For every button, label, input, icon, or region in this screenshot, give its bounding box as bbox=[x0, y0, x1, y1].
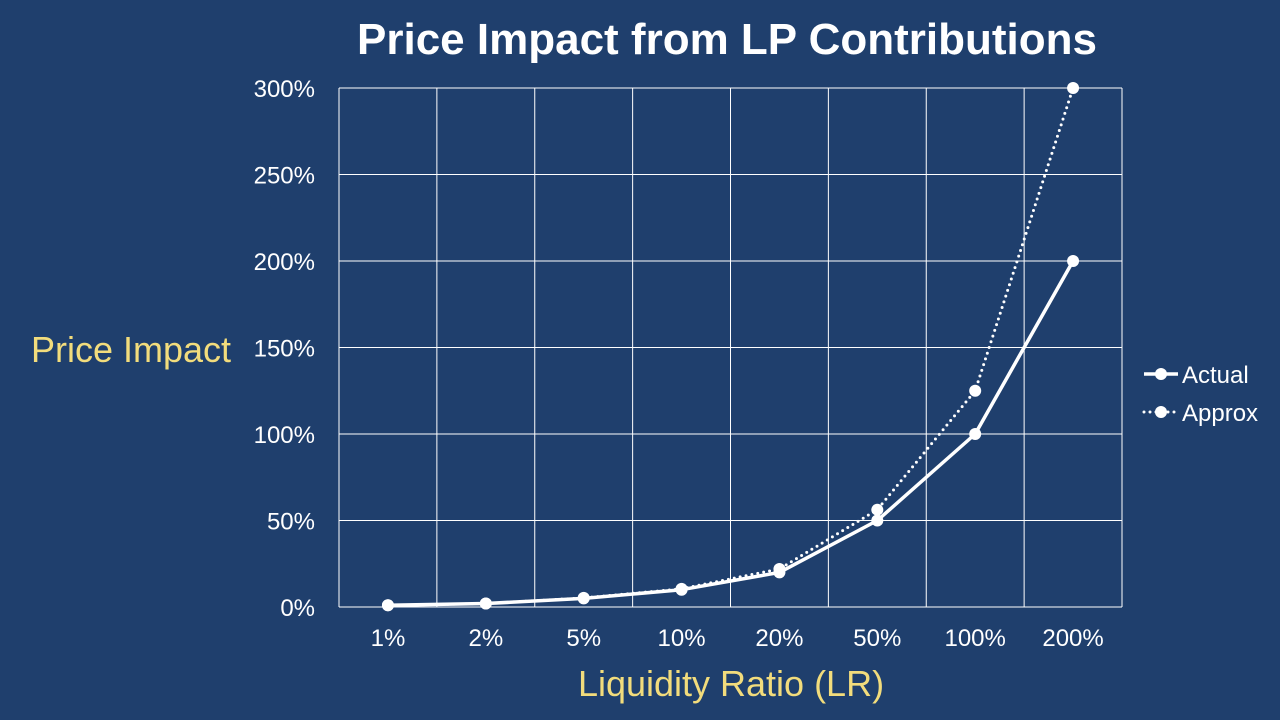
legend-item-actual: Actual bbox=[1144, 362, 1249, 389]
series-lines bbox=[381, 82, 1080, 612]
x-tick-labels: 1% 2% 5% 10% 20% 50% 100% 200% bbox=[371, 625, 1104, 652]
data-point bbox=[577, 591, 590, 604]
y-tick-label: 300% bbox=[254, 76, 315, 103]
legend-item-approx: Approx bbox=[1142, 400, 1258, 427]
y-tick-label: 250% bbox=[254, 163, 315, 190]
y-tick-label: 50% bbox=[267, 509, 315, 536]
x-tick-label: 1% bbox=[371, 625, 406, 652]
data-point bbox=[969, 384, 982, 397]
data-point bbox=[479, 597, 492, 610]
data-point bbox=[773, 562, 786, 575]
legend-label: Actual bbox=[1182, 362, 1249, 389]
y-tick-labels: 0% 50% 100% 150% 200% 250% 300% bbox=[254, 76, 315, 622]
legend-swatch-marker bbox=[1155, 368, 1167, 380]
data-point bbox=[1067, 255, 1080, 267]
y-tick-label: 150% bbox=[254, 336, 315, 363]
legend-label: Approx bbox=[1182, 400, 1258, 427]
x-tick-label: 100% bbox=[944, 625, 1005, 652]
y-tick-label: 0% bbox=[280, 595, 315, 622]
x-tick-label: 200% bbox=[1042, 625, 1103, 652]
data-point bbox=[675, 582, 688, 595]
data-point bbox=[969, 428, 982, 440]
data-point bbox=[1067, 82, 1080, 94]
x-tick-label: 2% bbox=[468, 625, 503, 652]
x-tick-label: 5% bbox=[566, 625, 601, 652]
y-tick-label: 200% bbox=[254, 249, 315, 276]
grid-lines bbox=[338, 87, 1123, 608]
data-point bbox=[381, 599, 394, 612]
y-axis-title: Price Impact bbox=[31, 329, 231, 370]
series-line-approx bbox=[386, 86, 1075, 607]
chart-title: Price Impact from LP Contributions bbox=[357, 15, 1097, 64]
x-tick-label: 10% bbox=[658, 625, 706, 652]
legend: Actual Approx bbox=[1142, 362, 1258, 427]
x-tick-label: 20% bbox=[755, 625, 803, 652]
x-axis-title: Liquidity Ratio (LR) bbox=[578, 663, 884, 704]
y-tick-label: 100% bbox=[254, 422, 315, 449]
x-tick-label: 50% bbox=[853, 625, 901, 652]
data-point bbox=[871, 503, 884, 516]
data-point bbox=[871, 514, 884, 527]
series-approx bbox=[381, 82, 1080, 612]
legend-swatch-marker bbox=[1155, 406, 1167, 418]
